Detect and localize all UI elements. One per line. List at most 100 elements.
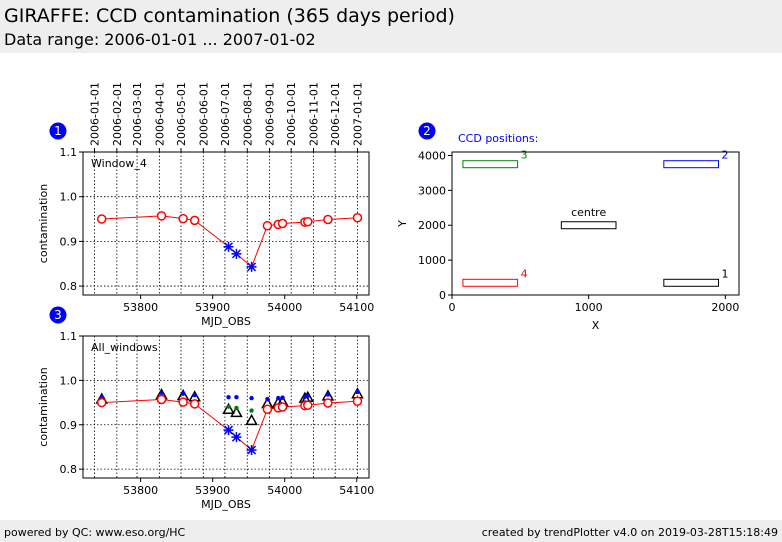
footer-bar: powered by QC: www.eso.org/HC created by… xyxy=(0,520,782,542)
plot1-top-date-label-5: 2006-06-01 xyxy=(197,82,210,146)
plot3-window_1-point-5-triangle-marker xyxy=(230,405,243,418)
plot2-ytick-label-3: 3000 xyxy=(418,184,446,197)
badge-number-2: 2 xyxy=(423,124,431,138)
plot3-window-label: All_windows xyxy=(91,341,158,354)
plot3-window_2-point-7-dot-marker xyxy=(265,396,270,402)
plot2-ccd-box-2 xyxy=(462,160,519,169)
plot3-window_2-point-11-dot-marker xyxy=(305,393,310,399)
plot1-red-point-8-circle-marker xyxy=(303,216,313,227)
badge-number-3: 3 xyxy=(54,308,62,322)
plot3-blue-point-2-star-marker xyxy=(246,445,257,456)
plot2-xlabel: X xyxy=(592,319,600,332)
plot3-red-point-6-circle-marker xyxy=(277,402,288,412)
plot1-red-point-9-circle-marker xyxy=(323,214,333,225)
plot1-top-date-label-10: 2006-11-01 xyxy=(308,82,321,146)
plot1-red-point-10-circle-marker xyxy=(352,212,363,223)
badge-circle-1 xyxy=(49,122,67,140)
plot1-xtick-label-2: 54000 xyxy=(267,301,302,314)
plot1-ytick-label-1: 0.9 xyxy=(60,235,78,248)
plot2-ccd-label-0: 1 xyxy=(722,267,729,280)
plot1-red-point-4-circle-marker xyxy=(262,220,273,231)
plot3-red-point-3-circle-marker xyxy=(189,399,200,409)
plot2-ccd-box-0 xyxy=(663,278,719,287)
plot2-ccd-box-3 xyxy=(462,278,519,287)
plot1-blue-point-0-star-marker xyxy=(223,241,234,252)
plot3-window_2-point-12-dot-marker xyxy=(325,392,331,397)
plot2-ylabel: Y xyxy=(396,220,409,228)
plot2-frame xyxy=(451,151,740,296)
plot2-ccd-box-1 xyxy=(663,160,719,169)
plot1-xtick-label-0: 53800 xyxy=(123,301,158,314)
plot1-ylabel: contamination xyxy=(37,184,50,263)
plot3-xtick-label-2: 54000 xyxy=(267,484,302,497)
plot1-window-label: Window_4 xyxy=(91,157,147,170)
plot1-frame xyxy=(82,151,370,296)
plot2-ccd-label-2: 3 xyxy=(521,149,528,162)
plot3-red-point-2-circle-marker xyxy=(178,397,188,407)
badge-circle-2 xyxy=(418,122,436,140)
plots-canvas: 1 0.8 0.9 1.0 1.1 53800 53900 54000 54100 2006-01… xyxy=(37,82,740,511)
page-title: GIRAFFE: CCD contamination (365 days per… xyxy=(4,5,455,27)
plot3-window_2-point-6-dot-marker xyxy=(249,395,254,401)
plot2-xtick-label-1: 1000 xyxy=(575,301,603,314)
plot3-window_2-point-8-dot-marker xyxy=(276,395,281,401)
plot1-ytick-label-2: 1.0 xyxy=(60,191,78,204)
plot3-ytick-label-2: 1.0 xyxy=(60,374,78,387)
plot2-ccd-box-4 xyxy=(560,221,617,230)
plot3-window_3-point-5-dot-marker xyxy=(234,405,239,411)
header-bar: GIRAFFE: CCD contamination (365 days per… xyxy=(0,0,782,53)
plot2-ccd-label-1: 2 xyxy=(722,149,729,162)
plot3-window_2-point-13-dot-marker xyxy=(355,389,360,395)
plot3-window_2-point-2-dot-marker xyxy=(180,391,186,396)
plot1-top-date-label-11: 2006-12-01 xyxy=(329,82,342,146)
plot1-xtick-label-3: 54100 xyxy=(339,301,374,314)
plot3-window_2-point-9-dot-marker xyxy=(280,395,285,400)
badge-circle-3 xyxy=(49,306,67,324)
plot3-window_3-point-4-dot-marker xyxy=(226,404,231,409)
page-subtitle: Data range: 2006-01-01 ... 2007-01-02 xyxy=(4,30,316,49)
plot1-red-point-3-circle-marker xyxy=(189,215,200,226)
plot3-window_2-point-4-dot-marker xyxy=(226,395,231,400)
plot3-window_2-point-1-dot-marker xyxy=(159,390,164,395)
plot3-red-point-10-circle-marker xyxy=(352,396,363,406)
plot1-top-date-label-8: 2006-09-01 xyxy=(264,82,277,146)
footer-created-by: created by trendPlotter v4.0 on 2019-03-… xyxy=(481,526,778,539)
plot3-window_1-point-4-triangle-marker xyxy=(222,402,235,414)
plot1-red-point-0-circle-marker xyxy=(96,214,107,224)
plot1-blue-point-1-star-marker xyxy=(231,248,242,259)
plot1-top-date-label-12: 2007-01-01 xyxy=(351,82,364,146)
plot2-ytick-label-0: 0 xyxy=(439,289,446,302)
plot1-top-date-label-7: 2006-08-01 xyxy=(241,82,254,146)
plot3-red-point-0-circle-marker xyxy=(96,397,107,408)
plot2-title-label: CCD positions: xyxy=(458,132,538,145)
plot1-ytick-label-3: 1.1 xyxy=(60,146,78,159)
footer-powered-by: powered by QC: www.eso.org/HC xyxy=(4,526,186,539)
plot1-xlabel: MJD_OBS xyxy=(201,315,251,328)
plot1-red-point-6-circle-marker xyxy=(277,218,288,229)
plot3-window_2-point-5-dot-marker xyxy=(234,395,239,400)
plot1-ytick-label-0: 0.8 xyxy=(60,280,78,293)
plot1-top-date-label-0: 2006-01-01 xyxy=(89,82,102,146)
plot1-top-date-label-6: 2006-07-01 xyxy=(219,82,232,146)
plot1-top-date-label-9: 2006-10-01 xyxy=(285,82,298,146)
plot3-xlabel: MJD_OBS xyxy=(201,498,251,511)
plot3-xtick-label-1: 53900 xyxy=(195,484,230,497)
plot1-top-date-label-2: 2006-03-01 xyxy=(131,82,144,146)
plot2-ccd-label-4: centre xyxy=(571,206,606,219)
badge-number-1: 1 xyxy=(54,124,62,138)
plot2-ytick-label-2: 2000 xyxy=(418,219,446,232)
plot1-top-date-label-1: 2006-02-01 xyxy=(111,82,124,146)
plot3-red-line-a xyxy=(101,398,195,405)
plot3-ylabel: contamination xyxy=(37,367,50,446)
plot2-ccd-label-3: 4 xyxy=(521,267,528,280)
plot1-red-line-a xyxy=(101,215,195,221)
plot2-ytick-label-1: 1000 xyxy=(418,254,446,267)
plot3-window_1-point-6-triangle-marker xyxy=(245,413,258,426)
plot3-ytick-label-1: 0.9 xyxy=(60,419,78,432)
plot3-blue-point-0-star-marker xyxy=(223,425,234,436)
plot3-red-point-8-circle-marker xyxy=(303,400,313,410)
plot3-window_2-point-3-dot-marker xyxy=(192,392,197,398)
plot3-red-point-9-circle-marker xyxy=(323,398,333,408)
plot3-blue-point-1-star-marker xyxy=(231,432,242,443)
plot2-xtick-label-2: 2000 xyxy=(711,301,739,314)
